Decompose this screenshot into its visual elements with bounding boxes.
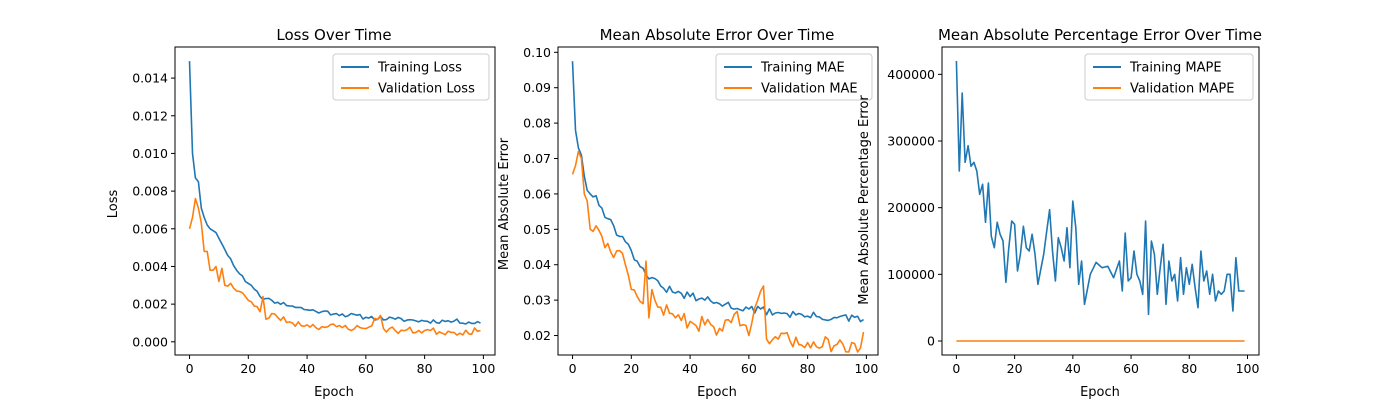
mape-legend-box: [1084, 53, 1254, 101]
mape-ytick-label: 0: [927, 334, 935, 349]
loss-ytick-label: 0.004: [132, 259, 168, 274]
mape-ytick-label: 400000: [887, 67, 935, 82]
loss-ytick-label: 0.012: [132, 108, 168, 123]
loss-series-line-validation: [188, 197, 481, 336]
loss-chart-xlabel: Epoch: [314, 385, 354, 400]
mae-ytick-label: 0.06: [523, 186, 551, 201]
loss-xtick-label: 60: [358, 361, 374, 376]
mape-chart-panel: Mean Absolute Percentage Error Over Time…: [857, 26, 1262, 400]
mae-xtick-label: 40: [682, 361, 698, 376]
mae-legend-label: Training MAE: [760, 61, 845, 76]
mape-xtick-label: 20: [1007, 361, 1023, 376]
loss-ytick-label: 0.002: [132, 297, 168, 312]
loss-chart-ylabel: Loss: [106, 190, 121, 219]
mae-ytick-label: 0.02: [523, 328, 551, 343]
mae-chart-ylabel: Mean Absolute Error: [497, 137, 512, 270]
loss-ytick-label: 0.000: [132, 334, 168, 349]
mape-ytick-label: 300000: [887, 134, 935, 149]
mae-ytick-label: 0.08: [523, 116, 551, 131]
mae-ytick-label: 0.05: [523, 222, 551, 237]
loss-legend-label: Training Loss: [377, 61, 462, 76]
mae-xtick-label: 0: [569, 361, 577, 376]
loss-legend: Training Loss Validation Loss: [332, 53, 490, 101]
mape-xtick-label: 100: [1236, 361, 1260, 376]
mape-xtick-label: 0: [952, 361, 960, 376]
mape-ytick-label: 100000: [887, 267, 935, 282]
mape-chart-title: Mean Absolute Percentage Error Over Time: [938, 26, 1262, 44]
mape-xtick-label: 80: [1181, 361, 1197, 376]
mape-chart-ylabel: Mean Absolute Percentage Error: [857, 95, 872, 305]
mae-ytick-label: 0.09: [523, 80, 551, 95]
loss-chart-panel: Loss Over Time Epoch Loss 0 20 40 60 80 100 0.…: [106, 26, 496, 400]
loss-xtick-label: 100: [471, 361, 495, 376]
loss-ytick-label: 0.006: [132, 221, 168, 236]
loss-xtick-label: 0: [186, 361, 194, 376]
loss-legend-label: Validation Loss: [378, 82, 475, 97]
mae-legend-box: [715, 53, 873, 101]
mae-chart-title: Mean Absolute Error Over Time: [600, 26, 835, 44]
mape-xtick-label: 40: [1065, 361, 1081, 376]
mape-plot-frame: [941, 46, 1260, 356]
loss-ytick-label: 0.010: [132, 146, 168, 161]
mae-xtick-label: 80: [800, 361, 816, 376]
mape-ytick-label: 200000: [887, 200, 935, 215]
loss-legend-box: [332, 53, 490, 101]
mae-legend-label: Validation MAE: [761, 82, 858, 97]
mae-series-line-validation: [571, 150, 865, 353]
mae-xtick-label: 60: [741, 361, 757, 376]
mape-legend-label: Training MAPE: [1129, 61, 1222, 76]
mae-xtick-label: 20: [623, 361, 639, 376]
loss-ytick-label: 0.008: [132, 184, 168, 199]
mae-chart-panel: Mean Absolute Error Over Time Epoch Mean…: [497, 26, 879, 400]
mape-xtick-label: 60: [1123, 361, 1139, 376]
mae-plot-frame: [557, 46, 879, 356]
loss-xtick-label: 80: [417, 361, 433, 376]
mae-xtick-label: 100: [854, 361, 878, 376]
mae-ytick-label: 0.03: [523, 293, 551, 308]
loss-xtick-label: 40: [299, 361, 315, 376]
mae-chart-xlabel: Epoch: [697, 385, 737, 400]
loss-plot-frame: [174, 46, 496, 356]
mae-ytick-label: 0.10: [523, 45, 551, 60]
loss-xtick-label: 20: [240, 361, 256, 376]
mape-chart-xlabel: Epoch: [1080, 385, 1120, 400]
mae-ytick-label: 0.07: [523, 151, 551, 166]
mape-legend-label: Validation MAPE: [1130, 82, 1235, 97]
mape-series-line-training: [955, 60, 1245, 316]
loss-ytick-label: 0.014: [132, 71, 168, 86]
mae-series-line-training: [571, 61, 864, 323]
loss-series-line-training: [188, 61, 481, 325]
mae-ytick-label: 0.04: [523, 257, 551, 272]
loss-chart-title: Loss Over Time: [276, 26, 391, 44]
mape-legend: Training MAPE Validation MAPE: [1084, 53, 1254, 101]
mae-legend: Training MAE Validation MAE: [715, 53, 873, 101]
